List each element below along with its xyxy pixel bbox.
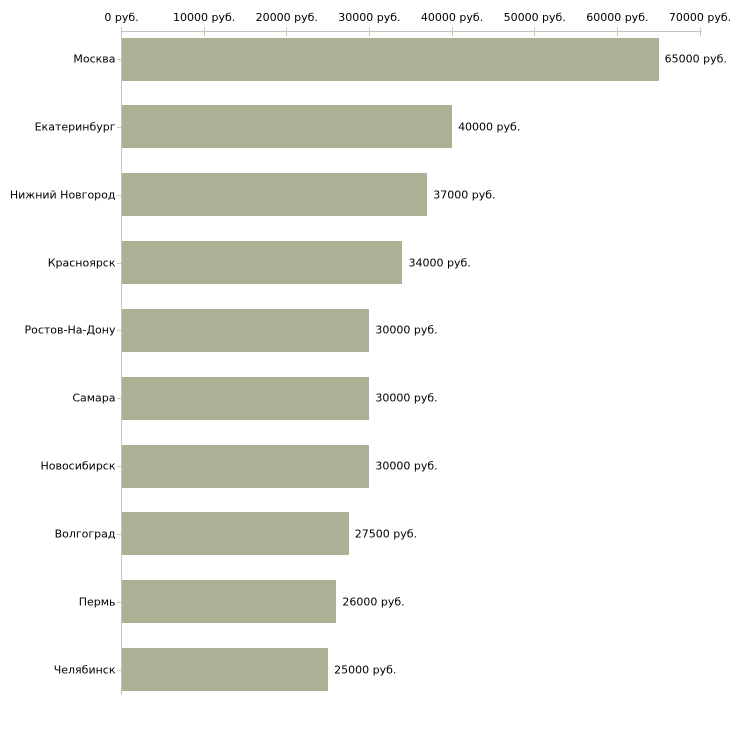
x-axis-tick-label: 0 руб.: [104, 11, 139, 24]
x-axis-tick: [203, 27, 205, 36]
x-axis-tick: [286, 27, 288, 36]
value-label: 34000 руб.: [408, 256, 471, 270]
category-label: Волгоград: [54, 527, 116, 541]
category-label: Челябинск: [53, 663, 116, 677]
category-tick: [116, 330, 121, 332]
category-label: Ростов-На-Дону: [24, 323, 116, 337]
category-tick: [116, 59, 121, 60]
y-axis-line: [121, 27, 122, 696]
bar: [121, 580, 337, 624]
x-axis-line: [121, 31, 702, 32]
category-label: Самара: [72, 391, 116, 405]
category-tick: [116, 466, 121, 468]
category-tick: [116, 669, 121, 671]
category-label: Москва: [73, 52, 116, 66]
x-axis-tick-label: 70000 руб.: [668, 11, 730, 24]
value-label: 30000 руб.: [375, 391, 438, 405]
x-axis-tick-label: 50000 руб.: [503, 11, 566, 24]
category-tick: [116, 194, 121, 196]
x-axis-tick: [451, 27, 453, 36]
bar: [121, 648, 329, 692]
x-axis-tick-label: 30000 руб.: [338, 11, 401, 24]
value-label: 25000 руб.: [334, 663, 397, 677]
category-tick: [116, 533, 121, 535]
category-label: Нижний Новгород: [9, 188, 116, 202]
category-tick: [116, 262, 121, 264]
value-label: 65000 руб.: [664, 52, 727, 66]
x-axis-tick-label: 60000 руб.: [586, 11, 649, 24]
x-axis-tick: [534, 27, 536, 36]
bar: [121, 444, 370, 488]
category-label: Екатеринбург: [34, 120, 116, 134]
x-axis-tick: [368, 27, 370, 36]
value-label: 27500 руб.: [354, 527, 418, 541]
bar: [121, 37, 659, 81]
x-axis-tick-label: 40000 руб.: [420, 11, 484, 24]
value-label: 40000 руб.: [458, 120, 521, 134]
value-label: 26000 руб.: [342, 595, 405, 609]
bar: [121, 105, 453, 149]
bar: [121, 376, 370, 420]
category-label: Красноярск: [47, 256, 116, 270]
category-tick: [116, 398, 121, 400]
x-axis-tick: [616, 27, 618, 36]
category-label: Новосибирск: [40, 459, 116, 473]
value-label: 37000 руб.: [433, 188, 496, 202]
x-axis-tick-label: 20000 руб.: [255, 11, 318, 24]
value-label: 30000 руб.: [375, 459, 438, 473]
bar: [121, 241, 403, 285]
category-tick: [116, 126, 121, 128]
x-axis-tick-label: 10000 руб.: [173, 11, 236, 24]
bar: [121, 308, 370, 352]
category-tick: [116, 601, 121, 603]
bar: [121, 512, 349, 556]
x-axis-tick: [699, 27, 701, 36]
category-label: Пермь: [78, 595, 116, 609]
value-label: 30000 руб.: [375, 323, 438, 337]
bar: [121, 173, 428, 217]
